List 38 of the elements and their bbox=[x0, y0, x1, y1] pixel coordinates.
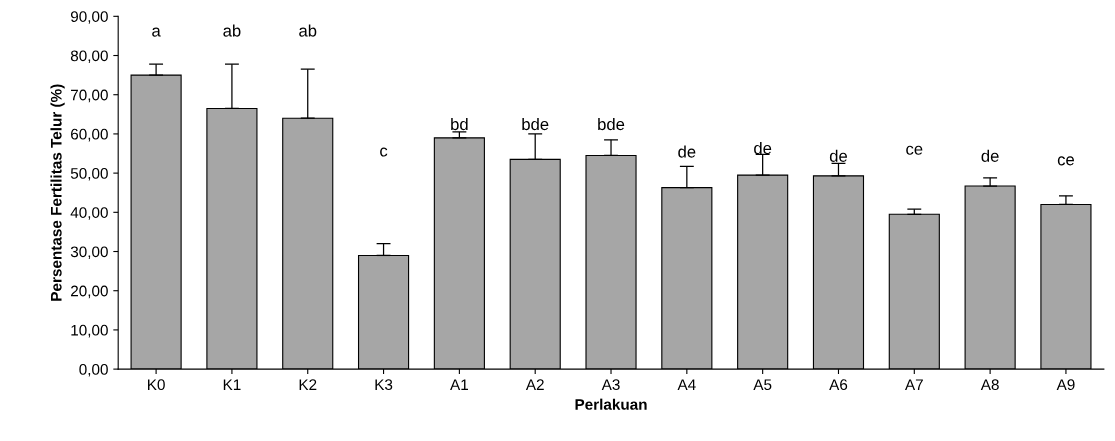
x-tick-label: K0 bbox=[148, 379, 165, 391]
annotation: a bbox=[152, 27, 161, 37]
y-tick-label: 0,00 bbox=[79, 363, 108, 377]
x-tick-label: A6 bbox=[829, 379, 848, 391]
y-tick-label: 30,00 bbox=[70, 246, 108, 260]
y-axis-title: Persentase Fertilitas Telur (%) bbox=[50, 84, 65, 301]
annotation: de bbox=[829, 149, 848, 162]
y-tick-label: 60,00 bbox=[71, 128, 108, 142]
annotation: de bbox=[678, 145, 696, 158]
x-tick-label: A3 bbox=[601, 379, 620, 391]
annotation: c bbox=[380, 147, 388, 157]
annotation: ce bbox=[906, 145, 923, 155]
x-tick-label: K2 bbox=[299, 379, 317, 390]
annotation: ab bbox=[223, 24, 241, 37]
x-axis-title: Perlakuan bbox=[575, 398, 647, 410]
annotation: bde bbox=[598, 117, 625, 131]
x-tick-label: A1 bbox=[450, 379, 468, 390]
annotation: bd bbox=[451, 117, 468, 131]
y-tick-label: 80,00 bbox=[70, 50, 108, 64]
x-tick-label: K1 bbox=[223, 379, 241, 390]
x-tick-label: A2 bbox=[525, 379, 544, 390]
y-tick-label: 20,00 bbox=[71, 285, 108, 299]
y-tick-label: 90,00 bbox=[70, 11, 108, 24]
y-tick-label: 40,00 bbox=[70, 207, 108, 220]
x-tick-label: A5 bbox=[753, 379, 772, 391]
annotation: de bbox=[754, 141, 772, 155]
x-tick-label: A9 bbox=[1056, 379, 1075, 391]
x-tick-label: A7 bbox=[904, 379, 923, 390]
x-tick-label: A4 bbox=[677, 379, 696, 390]
x-tick-label: K3 bbox=[375, 379, 393, 391]
annotation: ce bbox=[1057, 156, 1074, 166]
x-tick-label: A8 bbox=[980, 379, 999, 391]
y-tick-label: 50,00 bbox=[70, 167, 108, 181]
y-tick-label: 10,00 bbox=[71, 324, 108, 338]
y-tick-label: 70,00 bbox=[71, 89, 108, 103]
annotation: ab bbox=[299, 24, 317, 37]
annotation: de bbox=[981, 149, 999, 162]
annotation: bde bbox=[522, 117, 549, 131]
